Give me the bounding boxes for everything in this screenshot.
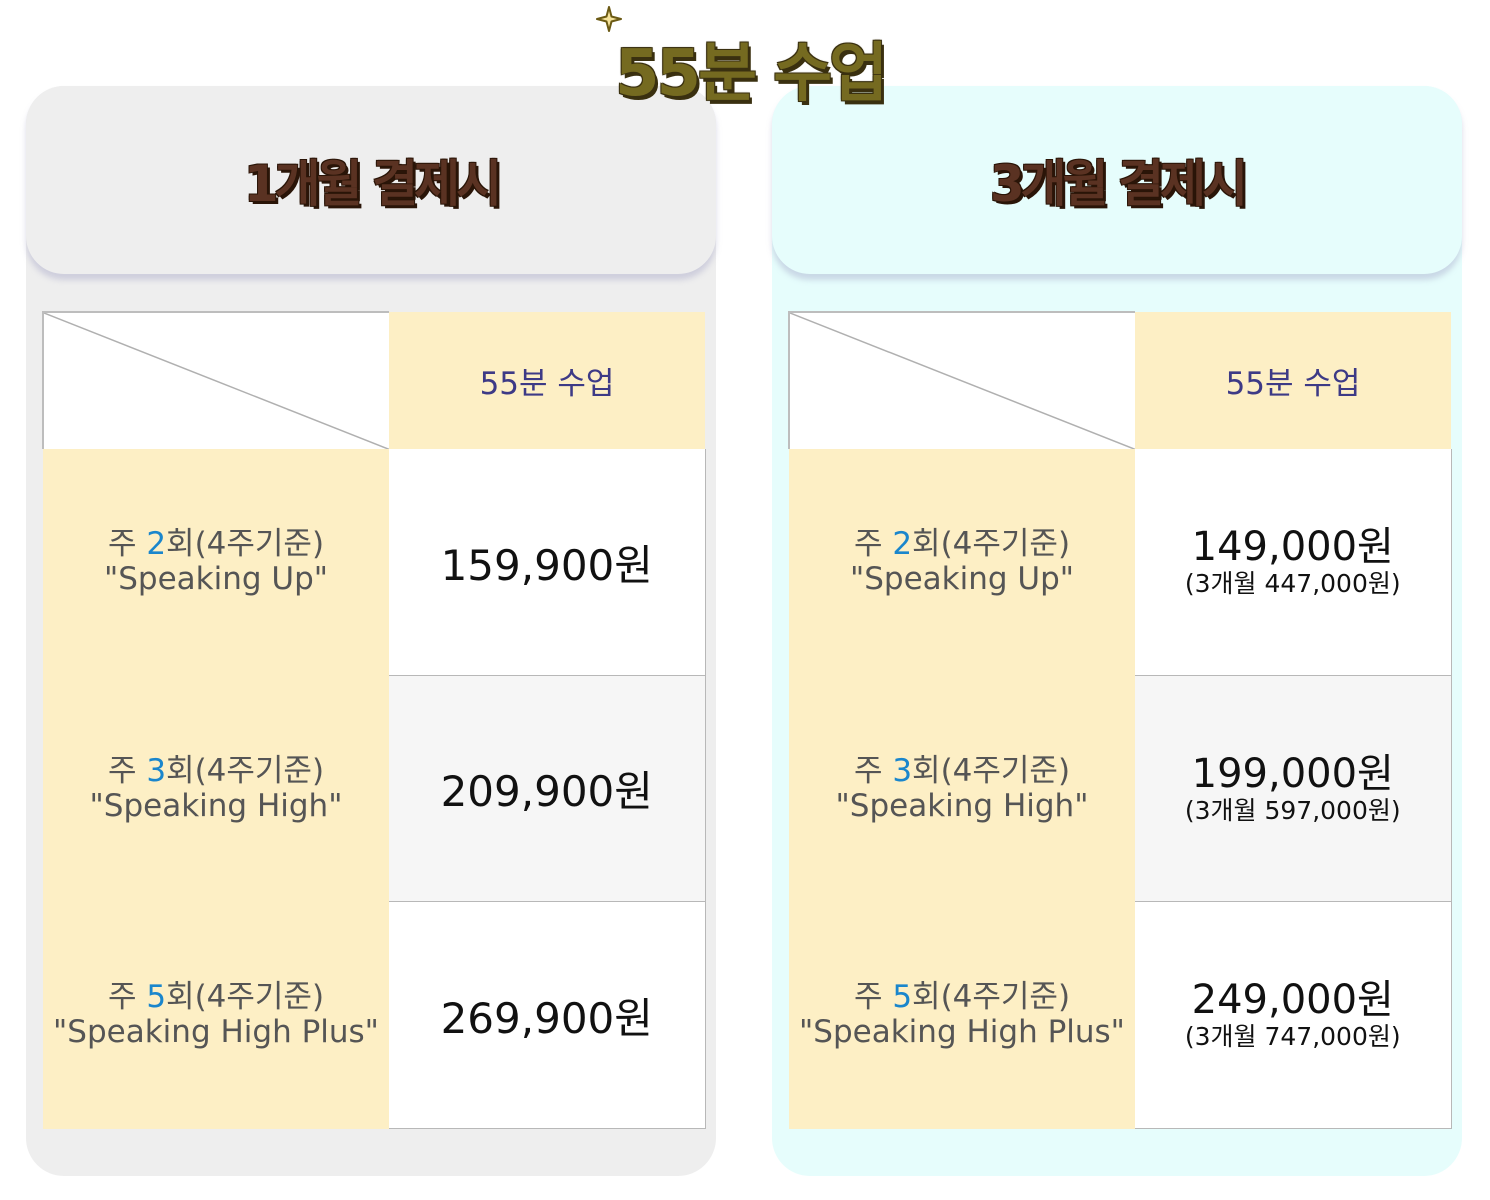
row-label: 주 5회(4주기준) "Speaking High Plus" bbox=[43, 901, 389, 1129]
course-name: "Speaking High" bbox=[89, 787, 343, 824]
sessions-per-week: 5 bbox=[146, 979, 167, 1016]
table-corner-cell bbox=[42, 310, 389, 450]
page-title: 55분 수업 bbox=[615, 37, 888, 111]
course-name: "Speaking High Plus" bbox=[53, 1014, 379, 1051]
course-name: "Speaking High" bbox=[835, 787, 1089, 824]
sessions-per-week: 5 bbox=[892, 979, 913, 1016]
diagonal-divider bbox=[790, 313, 1135, 450]
course-name: "Speaking High Plus" bbox=[799, 1014, 1125, 1051]
course-name: "Speaking Up" bbox=[849, 561, 1075, 598]
price-cell: 199,000원 (3개월 597,000원) bbox=[1135, 674, 1452, 902]
monthly-price: 149,000원 bbox=[1191, 524, 1394, 571]
one-month-plan-panel: 1개월 결제시 55분 수업 주 2회(4주기준) "Speaking Up" … bbox=[26, 86, 716, 1176]
total-price: (3개월 747,000원) bbox=[1184, 1022, 1401, 1052]
column-header: 55분 수업 bbox=[1135, 312, 1451, 450]
course-name: "Speaking Up" bbox=[103, 561, 329, 598]
row-label: 주 3회(4주기준) "Speaking High" bbox=[43, 675, 389, 902]
one-month-plan-heading: 1개월 결제시 bbox=[26, 86, 716, 274]
price-cell: 249,000원 (3개월 747,000원) bbox=[1135, 901, 1452, 1129]
monthly-price: 199,000원 bbox=[1191, 750, 1394, 797]
table-corner-cell bbox=[788, 310, 1135, 450]
monthly-price: 269,900원 bbox=[440, 993, 653, 1043]
price-cell: 269,900원 bbox=[389, 901, 706, 1129]
price-cell: 159,900원 bbox=[389, 449, 706, 676]
monthly-price: 249,000원 bbox=[1191, 977, 1394, 1024]
row-label: 주 2회(4주기준) "Speaking Up" bbox=[789, 449, 1135, 676]
row-label: 주 5회(4주기준) "Speaking High Plus" bbox=[789, 901, 1135, 1129]
total-price: (3개월 447,000원) bbox=[1184, 569, 1401, 599]
price-cell: 149,000원 (3개월 447,000원) bbox=[1135, 449, 1452, 676]
three-month-plan-heading: 3개월 결제시 bbox=[772, 86, 1462, 274]
monthly-price: 209,900원 bbox=[440, 767, 653, 817]
sparkle-icon bbox=[596, 6, 622, 32]
three-month-price-table: 55분 수업 주 2회(4주기준) "Speaking Up" 149,000원… bbox=[788, 310, 1452, 1129]
diagonal-divider bbox=[44, 313, 389, 450]
total-price: (3개월 597,000원) bbox=[1184, 795, 1401, 825]
one-month-price-table: 55분 수업 주 2회(4주기준) "Speaking Up" 159,900원… bbox=[42, 310, 706, 1129]
monthly-price: 159,900원 bbox=[440, 540, 653, 590]
sessions-per-week: 2 bbox=[892, 526, 913, 563]
sessions-per-week: 3 bbox=[146, 752, 167, 789]
sessions-per-week: 3 bbox=[892, 752, 913, 789]
sessions-per-week: 2 bbox=[146, 526, 167, 563]
row-label: 주 2회(4주기준) "Speaking Up" bbox=[43, 449, 389, 676]
three-month-plan-panel: 3개월 결제시 55분 수업 주 2회(4주기준) "Speaking Up" … bbox=[772, 86, 1462, 1176]
column-header: 55분 수업 bbox=[389, 312, 705, 450]
price-cell: 209,900원 bbox=[389, 674, 706, 902]
row-label: 주 3회(4주기준) "Speaking High" bbox=[789, 675, 1135, 902]
